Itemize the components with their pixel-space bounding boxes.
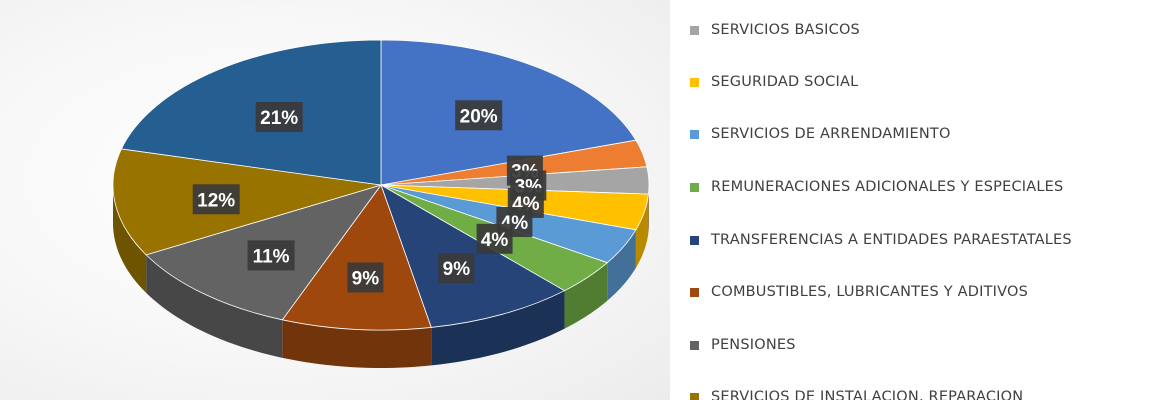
data-label-bg (347, 262, 384, 293)
legend-label: COMBUSTIBLES, LUBRICANTES Y ADITIVOS (711, 284, 1028, 300)
pie-side-walls (113, 185, 649, 368)
legend-label: SERVICIOS DE ARRENDAMIENTO (711, 126, 951, 142)
data-label-text: 21% (260, 108, 298, 129)
data-label-6: 9% (438, 253, 475, 284)
legend-item-pensiones: PENSIONES (690, 333, 796, 357)
legend-label: REMUNERACIONES ADICIONALES Y ESPECIALES (711, 179, 1064, 195)
data-label-text: 9% (443, 259, 471, 280)
data-labels: 20%3%3%4%4%4%9%9%11%12%21% (192, 100, 547, 293)
plot-area: 20%3%3%4%4%4%9%9%11%12%21% (0, 0, 670, 400)
legend-swatch (690, 392, 699, 400)
data-label-5: 4% (476, 223, 513, 254)
data-label-bg (255, 102, 303, 132)
data-label-10: 21% (255, 102, 303, 132)
legend-item-servicios-basicos: SERVICIOS BASICOS (690, 18, 860, 42)
legend-label: SERVICIOS BASICOS (711, 22, 860, 38)
data-label-bg (455, 100, 503, 131)
pie-side-8 (146, 254, 283, 358)
legend-item-servicios-de-arrendamiento: SERVICIOS DE ARRENDAMIENTO (690, 122, 951, 146)
legend-item-seguridad-social: SEGURIDAD SOCIAL (690, 70, 858, 94)
legend-item-transferencias-paraestatales: TRANSFERENCIAS A ENTIDADES PARAESTATALES (690, 228, 1072, 252)
legend: SERVICIOS BASICOS SEGURIDAD SOCIAL SERVI… (690, 0, 1170, 400)
legend-swatch (690, 25, 699, 35)
legend-item-remuneraciones-adicionales: REMUNERACIONES ADICIONALES Y ESPECIALES (690, 175, 1063, 199)
pie-chart: 20%3%3%4%4%4%9%9%11%12%21% (112, 39, 650, 368)
pie-slice-7 (281, 184, 432, 331)
legend-item-combustibles: COMBUSTIBLES, LUBRICANTES Y ADITIVOS (690, 280, 1028, 304)
legend-swatch (690, 287, 699, 297)
data-label-text: 12% (197, 190, 235, 211)
data-label-bg (247, 240, 295, 271)
data-label-8: 11% (247, 240, 295, 271)
data-label-text: 11% (253, 246, 290, 267)
legend-swatch (690, 340, 699, 350)
legend-label: SERVICIOS DE INSTALACION, REPARACION (711, 389, 1024, 400)
legend-swatch (690, 235, 699, 245)
data-label-9: 12% (192, 184, 240, 215)
data-label-bg (476, 223, 513, 254)
data-label-bg (438, 253, 475, 284)
data-label-text: 9% (352, 269, 380, 290)
pie-side-4 (607, 229, 636, 301)
data-label-bg (192, 184, 240, 215)
pie-slice-0 (380, 39, 637, 186)
pie-side-3 (635, 194, 649, 268)
data-label-0: 20% (455, 100, 503, 131)
legend-swatch (690, 182, 699, 192)
pie-side-6 (431, 290, 565, 366)
pie-slice-9 (112, 148, 382, 256)
pie-side-7 (282, 319, 432, 368)
legend-swatch (690, 129, 699, 139)
data-label-text: 4% (481, 230, 509, 251)
pie-side-2 (648, 185, 649, 233)
pie-side-9 (113, 185, 147, 293)
legend-label: PENSIONES (711, 337, 796, 353)
legend-swatch (690, 77, 699, 87)
pie-slice-10 (120, 39, 382, 186)
legend-item-servicios-de-instalacion: SERVICIOS DE INSTALACION, REPARACION (690, 385, 1023, 400)
data-label-text: 20% (460, 106, 498, 127)
data-label-7: 9% (347, 262, 384, 293)
pie-side-5 (564, 262, 608, 329)
legend-label: SEGURIDAD SOCIAL (711, 74, 859, 90)
legend-label: TRANSFERENCIAS A ENTIDADES PARAESTATALES (711, 232, 1072, 248)
